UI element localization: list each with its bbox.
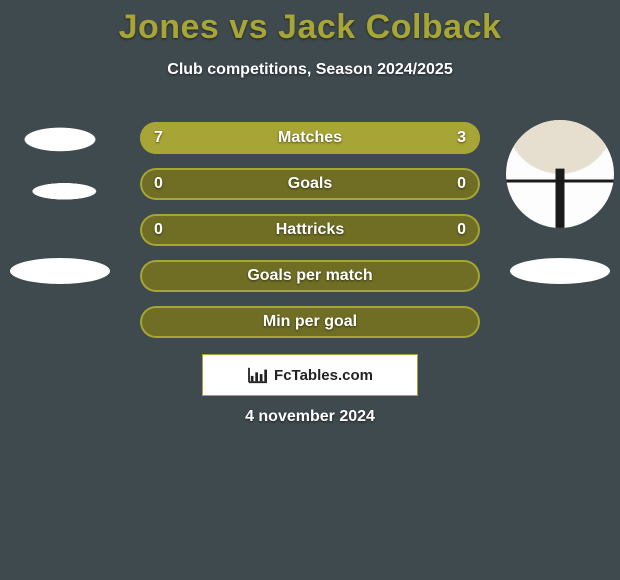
- stat-row: Goals per match: [140, 260, 480, 292]
- stat-label: Min per goal: [140, 313, 480, 331]
- page-title: Jones vs Jack Colback: [0, 0, 620, 47]
- barchart-icon: [247, 366, 269, 384]
- stat-value-right: 3: [457, 129, 466, 147]
- stat-label: Goals per match: [140, 267, 480, 285]
- player-right-avatar: [506, 120, 614, 228]
- stat-value-left: 0: [154, 221, 163, 239]
- date-text: 4 november 2024: [0, 408, 620, 426]
- stat-row: Min per goal: [140, 306, 480, 338]
- brand-box: FcTables.com: [202, 354, 418, 396]
- avatar-jersey-icon: [506, 120, 614, 228]
- comparison-infographic: Jones vs Jack Colback Club competitions,…: [0, 0, 620, 580]
- avatar-placeholder-icon: [6, 120, 114, 228]
- stat-row: Matches7 3: [140, 122, 480, 154]
- player-left-avatar: [6, 120, 114, 228]
- stat-row: Goals0 0: [140, 168, 480, 200]
- stat-value-left: 0: [154, 175, 163, 193]
- stat-value-right: 0: [457, 175, 466, 193]
- stat-value-right: 0: [457, 221, 466, 239]
- stat-row: Hattricks0 0: [140, 214, 480, 246]
- left-ellipse: [10, 258, 110, 284]
- stat-value-left: 7: [154, 129, 163, 147]
- right-ellipse: [510, 258, 610, 284]
- stat-label: Hattricks: [140, 221, 480, 239]
- stat-bars: Matches73Goals00Hattricks00Goals per mat…: [140, 122, 480, 352]
- brand-text: FcTables.com: [274, 367, 373, 384]
- stat-label: Matches: [140, 129, 480, 147]
- subtitle: Club competitions, Season 2024/2025: [0, 61, 620, 79]
- stat-label: Goals: [140, 175, 480, 193]
